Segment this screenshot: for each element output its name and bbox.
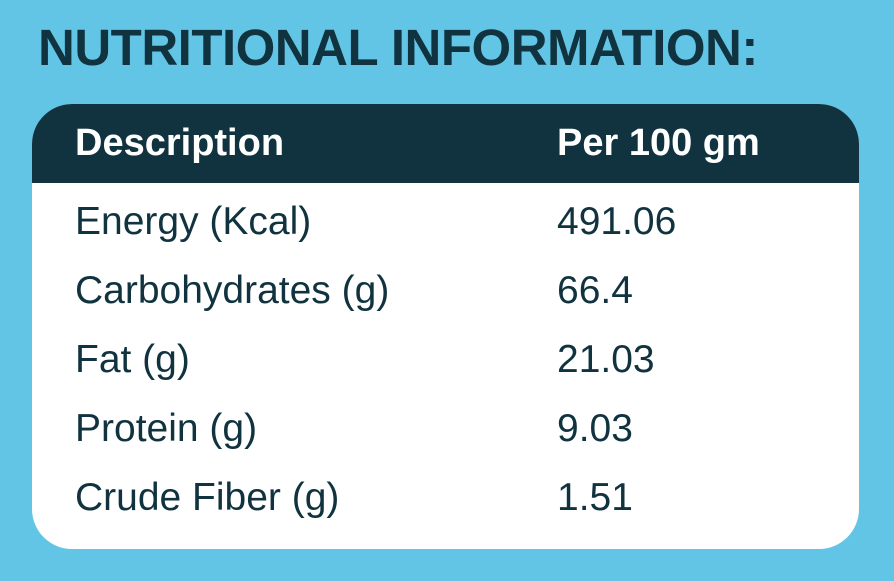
row-value: 9.03 [557,407,633,450]
header-description: Description [75,122,285,164]
page-title: NUTRITIONAL INFORMATION: [38,19,758,76]
row-description: Fat (g) [75,338,190,381]
table-row: Fat (g) 21.03 [32,325,859,394]
header-per-100gm: Per 100 gm [557,122,760,164]
table-body: Energy (Kcal) 491.06 Carbohydrates (g) 6… [32,187,859,532]
row-description: Carbohydrates (g) [75,269,390,312]
row-description: Protein (g) [75,407,258,450]
table-row: Protein (g) 9.03 [32,394,859,463]
row-description: Crude Fiber (g) [75,476,340,519]
row-value: 1.51 [557,476,633,519]
row-value: 21.03 [557,338,655,381]
table-row: Energy (Kcal) 491.06 [32,187,859,256]
row-value: 491.06 [557,200,677,243]
row-description: Energy (Kcal) [75,200,312,243]
row-value: 66.4 [557,269,633,312]
table-header: Description Per 100 gm [32,104,859,183]
table-row: Carbohydrates (g) 66.4 [32,256,859,325]
table-row: Crude Fiber (g) 1.51 [32,463,859,532]
nutrition-table: Description Per 100 gm Energy (Kcal) 491… [32,104,859,549]
